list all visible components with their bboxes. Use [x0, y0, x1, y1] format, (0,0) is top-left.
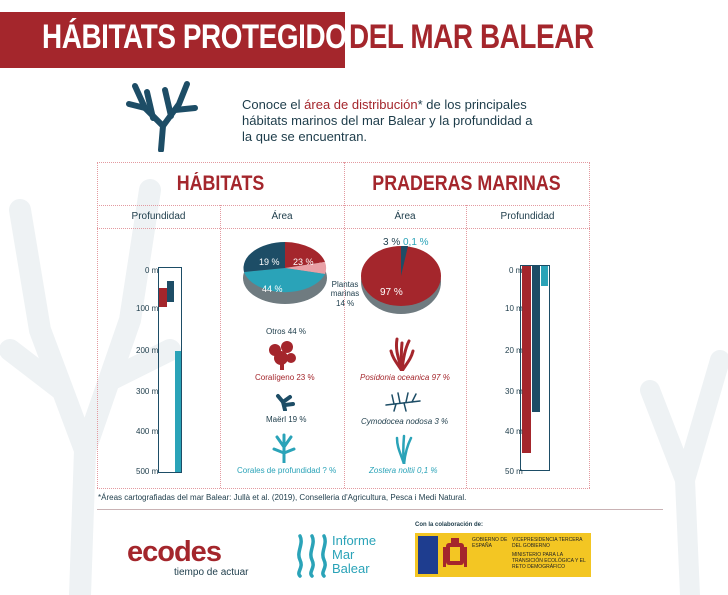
- table-sub-line: [97, 228, 590, 229]
- zostera-icon: [395, 434, 413, 464]
- praderas-tick-50: 50 m: [505, 467, 523, 476]
- depth-tick-200: 200 m: [136, 346, 159, 355]
- background-coral-right-icon: [640, 350, 728, 595]
- praderas-tick-30: 30 m: [505, 387, 523, 396]
- intro-highlight: área de distribución: [304, 97, 418, 112]
- praderas-pie-chart: [361, 246, 441, 314]
- table-col1-line: [220, 205, 221, 488]
- depth-tick-500: 500 m: [136, 467, 159, 476]
- item-coraligeno-label: Coralígeno 23 %: [255, 373, 315, 382]
- pie-label-plantas: Plantas marinas: [330, 280, 360, 298]
- item-posidonia-label: Posidonia oceanica 97 %: [360, 373, 450, 382]
- colaboracion-label: Con la colaboración de:: [415, 522, 484, 528]
- corales-icon: [272, 433, 296, 463]
- depth-tick-300: 300 m: [136, 387, 159, 396]
- ecodes-logo: ecodes: [127, 536, 222, 568]
- habitats-pie-chart: [243, 242, 327, 304]
- praderas-tick-10: 10 m: [505, 304, 523, 313]
- footnote: *Áreas cartografiadas del mar Balear: Ju…: [98, 493, 467, 502]
- item-corales-label: Corales de profundidad ? %: [237, 466, 337, 475]
- eu-flag-icon: [418, 536, 438, 574]
- praderas-pie-label-top: 3 %: [383, 237, 401, 248]
- informe-mar-balear-logo-icon: [297, 534, 327, 578]
- depth-tick-400: 400 m: [136, 427, 159, 436]
- posidonia-icon: [389, 337, 415, 371]
- table-left-line: [97, 162, 98, 488]
- section-praderas-title: PRADERAS MARINAS: [372, 172, 561, 195]
- habitats-depth-box: [158, 267, 182, 473]
- depth-bar-cymodocea: [532, 266, 540, 412]
- table-bottom-line: [97, 488, 590, 489]
- coral-icon: [126, 81, 198, 152]
- depth-tick-0: 0 m: [145, 266, 159, 275]
- table-top-line: [97, 162, 590, 163]
- ecodes-tagline: tiempo de actuar: [174, 567, 249, 578]
- depth-bar-posidonia: [522, 266, 531, 453]
- coat-of-arms-icon: [443, 538, 467, 567]
- maerl-icon: [276, 394, 295, 411]
- praderas-tick-20: 20 m: [505, 346, 523, 355]
- informe-mar-balear-text: Informe Mar Balear: [332, 533, 377, 576]
- praderas-depth-box: [520, 265, 550, 471]
- item-maerl-label: Maërl 19 %: [266, 415, 307, 424]
- title-bar: [0, 12, 345, 68]
- pie-label-otros: 44 %: [262, 284, 283, 294]
- depth-bar-coraligeno: [159, 288, 167, 307]
- page-title-part1: HÁBITATS PROTEGIDOS: [42, 18, 365, 56]
- intro-text: Conoce el área de distribución* de los p…: [242, 97, 533, 144]
- col-profundidad-habitats: Profundidad: [131, 211, 186, 222]
- footer-divider: [97, 509, 663, 510]
- page-title-part2: DEL MAR BALEAR: [349, 18, 594, 56]
- pie-label-maerl: 19 %: [259, 257, 280, 267]
- pie-value-plantas: 14 %: [336, 299, 355, 308]
- background-coral-icon: [0, 179, 181, 595]
- praderas-tick-0: 0 m: [509, 266, 523, 275]
- depth-tick-100: 100 m: [136, 304, 159, 313]
- table-right-line: [589, 162, 590, 488]
- praderas-pie-label-main: 97 %: [380, 287, 403, 298]
- table-header-line: [97, 205, 590, 206]
- item-otros-label: Otros 44 %: [266, 327, 307, 336]
- depth-bar-zostera: [541, 266, 548, 286]
- gobierno-text: GOBIERNO DE ESPAÑA: [472, 537, 508, 549]
- ministerio-text: VICEPRESIDENCIA TERCERA DEL GOBIERNO MIN…: [512, 537, 586, 570]
- depth-bar-maerl: [167, 281, 174, 302]
- praderas-tick-40: 40 m: [505, 427, 523, 436]
- item-cymodocea-label: Cymodocea nodosa 3 %: [361, 417, 449, 426]
- item-zostera-label: Zostera noltii 0,1 %: [369, 466, 438, 475]
- col-area-habitats: Área: [271, 211, 293, 222]
- depth-bar-corales: [175, 351, 181, 472]
- col-area-praderas: Área: [394, 211, 416, 222]
- section-habitats-title: HÁBITATS: [176, 172, 265, 195]
- col-profundidad-praderas: Profundidad: [500, 211, 555, 222]
- cymodocea-icon: [385, 392, 421, 412]
- coraligeno-icon: [269, 341, 296, 370]
- table-mid-line: [344, 162, 345, 488]
- pie-label-coral: 23 %: [293, 257, 314, 267]
- table-col3-line: [466, 205, 467, 488]
- praderas-pie-label-top2: 0,1 %: [403, 237, 429, 248]
